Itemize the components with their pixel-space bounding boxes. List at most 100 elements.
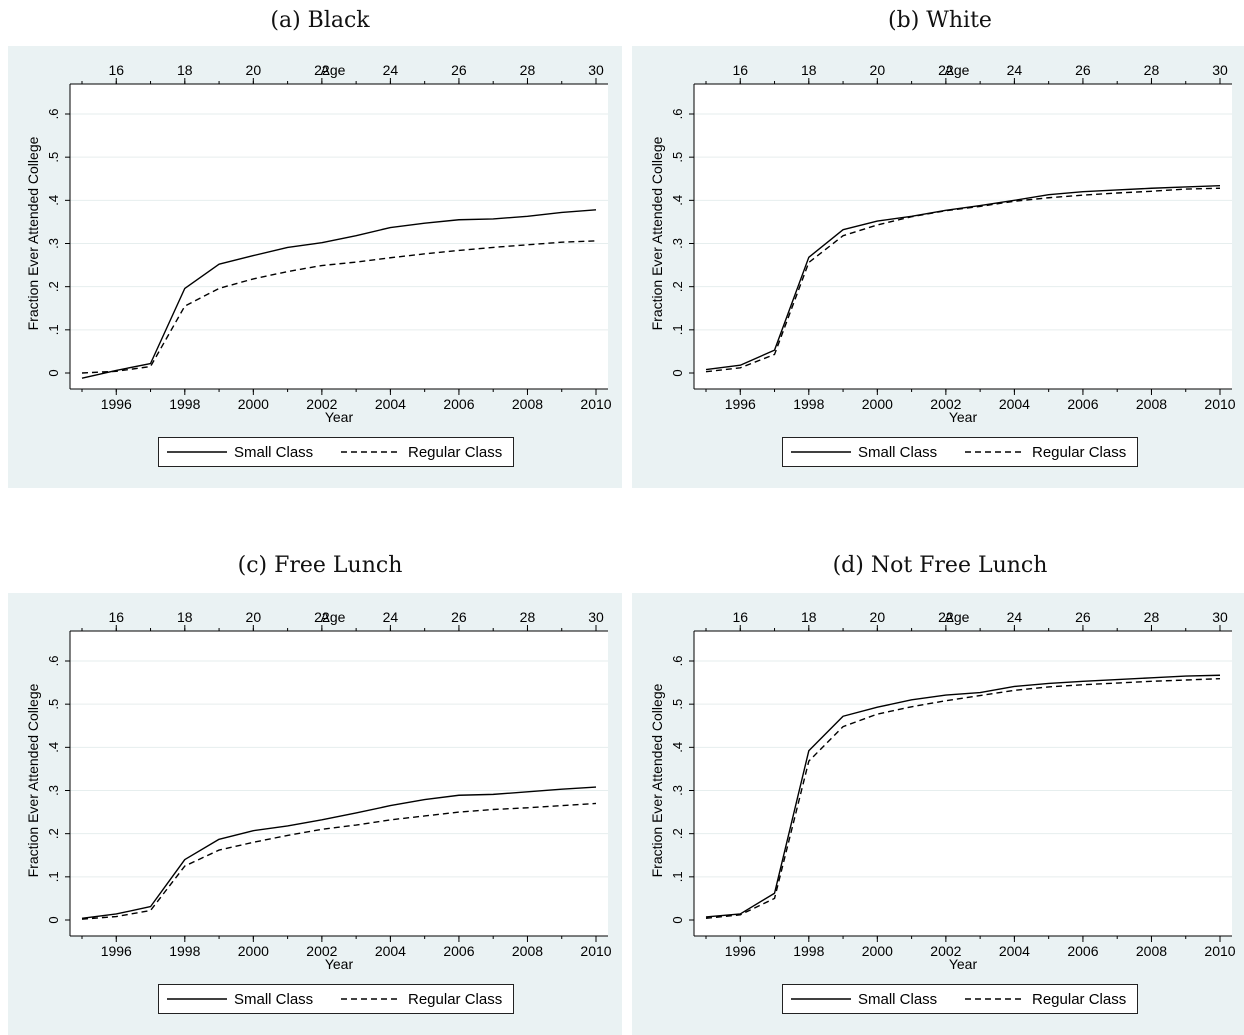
age-tick-label: 24 (383, 62, 399, 78)
x-axis-title: Year (949, 409, 978, 425)
x-tick-label: 1998 (793, 396, 824, 412)
series-line-regular-class (705, 677, 1221, 919)
legend-content: Small Class Regular Class (167, 991, 502, 1008)
y-tick-label: .5 (46, 152, 61, 163)
legend-label: Small Class (858, 991, 937, 1008)
plot-area (70, 631, 608, 936)
y-axis-title: Fraction Ever Attended College (25, 683, 41, 877)
age-axis-title: Age (321, 62, 346, 78)
y-tick-label: .2 (46, 828, 61, 839)
series-line-small-class (705, 674, 1221, 918)
y-tick-label: .4 (46, 742, 61, 753)
x-tick-label: 1996 (101, 396, 132, 412)
panel-caption: (a) Black (270, 8, 370, 33)
y-tick-label: .4 (670, 742, 685, 753)
age-tick-label: 22 (314, 62, 330, 78)
x-tick-label: 2006 (443, 396, 474, 412)
legend: Small Class Regular Class (782, 437, 1138, 467)
age-tick-label: 28 (520, 609, 536, 625)
plot-area (694, 631, 1232, 936)
age-tick-label: 18 (801, 62, 817, 78)
age-tick-label: 30 (588, 62, 604, 78)
y-tick-label: .5 (670, 152, 685, 163)
chart-panel: 0 .1 .2 .3 .4 .5 .6 1996 1998 2000 2002 2004 2006 200… (632, 46, 1244, 488)
age-tick-label: 16 (108, 62, 124, 78)
age-tick-label: 28 (1144, 62, 1160, 78)
x-axis-title: Year (325, 956, 354, 972)
y-tick-label: 0 (670, 916, 685, 923)
legend-label: Regular Class (1032, 444, 1126, 461)
x-tick-label: 2004 (999, 396, 1030, 412)
age-tick-label: 16 (732, 62, 748, 78)
legend-label: Regular Class (408, 444, 502, 461)
panel-caption: (d) Not Free Lunch (832, 553, 1048, 578)
x-tick-label: 2008 (512, 396, 543, 412)
line-chart: 0 .1 .2 .3 .4 .5 .6 1996 1998 2000 2002 2004 2006 200… (649, 609, 1236, 972)
plot-area (694, 84, 1232, 389)
age-tick-label: 24 (383, 609, 399, 625)
legend-content: Small Class Regular Class (167, 444, 502, 461)
age-tick-label: 16 (108, 609, 124, 625)
x-axis-title: Year (949, 956, 978, 972)
age-tick-label: 28 (520, 62, 536, 78)
x-tick-label: 2004 (375, 943, 406, 959)
x-tick-label: 2010 (580, 396, 611, 412)
y-tick-label: .6 (46, 656, 61, 667)
age-tick-label: 18 (177, 609, 193, 625)
series-line-small-class (705, 184, 1221, 371)
x-tick-label: 2006 (1067, 396, 1098, 412)
series-line-regular-class (81, 802, 597, 920)
x-tick-label: 2010 (1204, 943, 1235, 959)
y-tick-label: .1 (46, 324, 61, 335)
legend-content: Small Class Regular Class (791, 444, 1126, 461)
age-tick-label: 22 (314, 609, 330, 625)
age-tick-label: 30 (588, 609, 604, 625)
age-tick-label: 20 (246, 609, 262, 625)
age-axis-title: Age (945, 62, 970, 78)
age-tick-label: 28 (1144, 609, 1160, 625)
line-chart: 0 .1 .2 .3 .4 .5 .6 1996 1998 2000 2002 2004 2006 200… (649, 62, 1236, 425)
series-line-small-class (81, 209, 597, 379)
x-tick-label: 2002 (306, 943, 337, 959)
x-tick-label: 1998 (169, 396, 200, 412)
legend: Small Class Regular Class (782, 984, 1138, 1014)
age-axis-title: Age (945, 609, 970, 625)
x-tick-label: 1996 (725, 943, 756, 959)
legend-label: Regular Class (1032, 991, 1126, 1008)
age-tick-label: 26 (1075, 62, 1091, 78)
x-tick-label: 2010 (1204, 396, 1235, 412)
x-tick-label: 2000 (862, 396, 893, 412)
y-tick-label: .3 (46, 238, 61, 249)
x-tick-label: 2000 (238, 943, 269, 959)
age-tick-label: 22 (938, 62, 954, 78)
age-tick-label: 20 (246, 62, 262, 78)
legend: Small Class Regular Class (158, 437, 514, 467)
x-tick-label: 2006 (1067, 943, 1098, 959)
age-tick-label: 26 (1075, 609, 1091, 625)
y-tick-label: .5 (46, 699, 61, 710)
y-tick-label: .1 (46, 871, 61, 882)
age-tick-label: 26 (451, 62, 467, 78)
y-tick-label: .4 (46, 195, 61, 206)
legend: Small Class Regular Class (158, 984, 514, 1014)
line-chart: 0 .1 .2 .3 .4 .5 .6 1996 1998 2000 2002 2004 2006 200… (25, 609, 612, 972)
legend-label: Regular Class (408, 991, 502, 1008)
y-tick-label: .2 (670, 281, 685, 292)
x-tick-label: 2002 (306, 396, 337, 412)
y-tick-label: 0 (46, 369, 61, 376)
y-tick-label: .6 (670, 656, 685, 667)
age-tick-label: 30 (1212, 609, 1228, 625)
series-line-regular-class (81, 240, 597, 374)
panel-caption: (b) White (888, 8, 992, 33)
y-tick-label: .3 (670, 785, 685, 796)
plot-area (70, 84, 608, 389)
y-tick-label: .6 (46, 109, 61, 120)
age-tick-label: 30 (1212, 62, 1228, 78)
age-tick-label: 18 (177, 62, 193, 78)
chart-panel: 0 .1 .2 .3 .4 .5 .6 1996 1998 2000 2002 2004 2006 200… (8, 46, 622, 488)
y-tick-label: 0 (46, 916, 61, 923)
age-tick-label: 18 (801, 609, 817, 625)
legend-label: Small Class (234, 444, 313, 461)
age-tick-label: 24 (1007, 62, 1023, 78)
x-tick-label: 1998 (169, 943, 200, 959)
